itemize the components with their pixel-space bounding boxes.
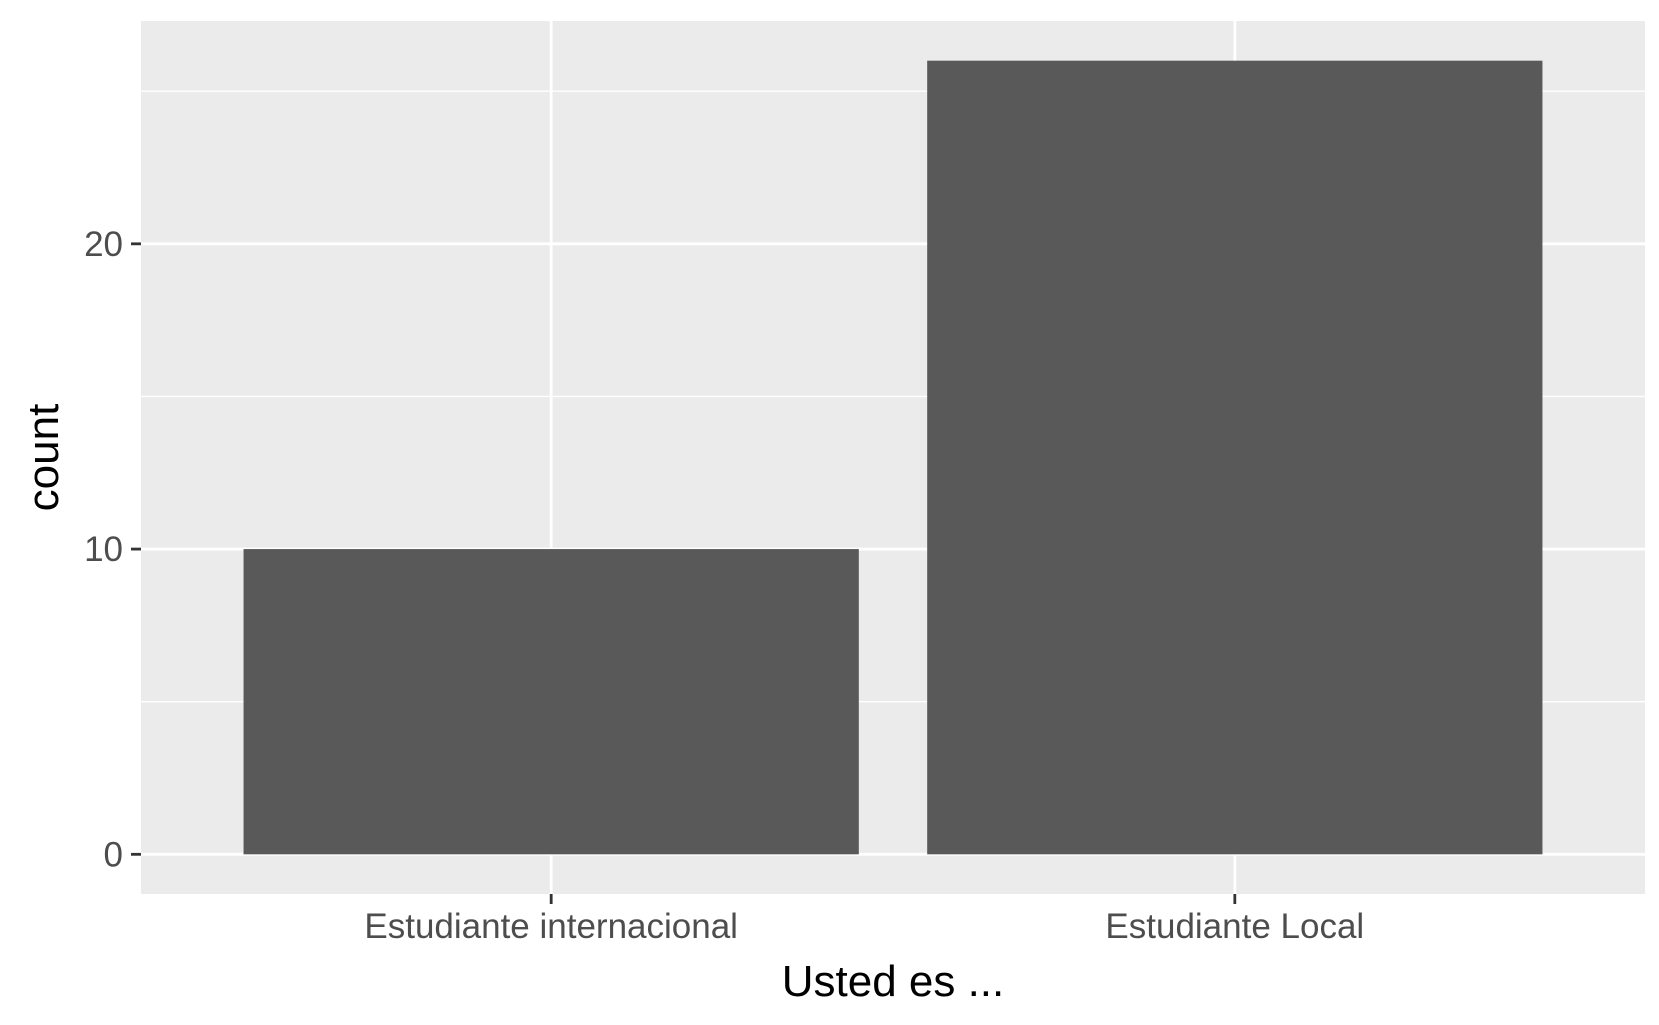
y-axis: 0 10 20 bbox=[84, 225, 141, 874]
y-tick-label: 10 bbox=[84, 530, 123, 569]
bars bbox=[243, 60, 1543, 855]
y-axis-title: count bbox=[19, 404, 68, 512]
x-axis-title: Usted es ... bbox=[782, 957, 1005, 1006]
y-tick-label: 20 bbox=[84, 225, 123, 264]
bar bbox=[243, 549, 859, 855]
y-tick-label: 0 bbox=[104, 835, 123, 874]
x-tick-label: Estudiante Local bbox=[1105, 907, 1364, 946]
bar bbox=[927, 60, 1543, 855]
x-tick-label: Estudiante internacional bbox=[364, 907, 738, 946]
x-axis: Estudiante internacional Estudiante Local bbox=[364, 894, 1364, 946]
